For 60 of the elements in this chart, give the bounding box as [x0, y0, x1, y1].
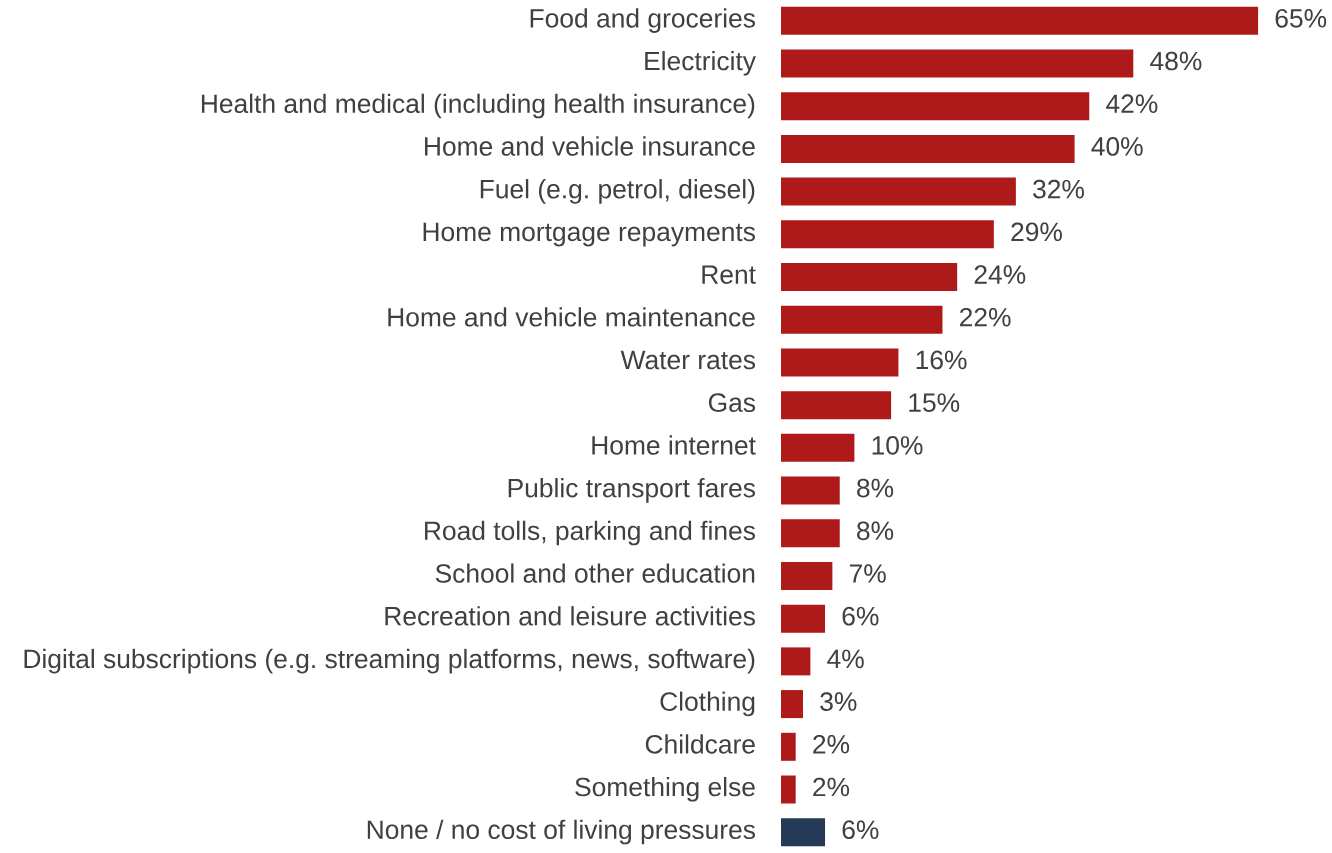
y-tick-label: Home and vehicle insurance — [425, 136, 755, 156]
data-label: 8% — [857, 478, 894, 498]
y-tick-label: Home internet — [592, 435, 756, 455]
bar — [781, 305, 943, 334]
y-tick-label: Digital subscriptions (e.g. streaming platforms, news, software) — [24, 648, 755, 674]
data-label: 22% — [960, 307, 1011, 327]
y-tick-label: Gas — [708, 393, 756, 413]
y-tick-label: Clothing — [660, 691, 755, 717]
y-tick-label: Water rates — [620, 350, 756, 370]
bar — [781, 220, 994, 249]
bar — [781, 49, 1134, 78]
bar — [781, 263, 958, 292]
data-label: 2% — [813, 734, 850, 754]
data-label: 40% — [1091, 137, 1143, 156]
y-tick-label: Childcare — [645, 734, 755, 754]
y-tick-label: School and other education — [435, 563, 755, 583]
data-label: 8% — [857, 521, 894, 541]
y-tick-label: Public transport fares — [508, 478, 756, 503]
y-tick-label: Recreation and leisure activities — [385, 606, 755, 626]
bar — [781, 177, 1016, 206]
bar — [781, 561, 833, 590]
bar — [781, 519, 840, 548]
y-tick-label: Home and vehicle maintenance — [388, 307, 755, 327]
bar — [781, 92, 1090, 121]
y-tick-label: Rent — [702, 265, 756, 284]
data-label: 3% — [820, 692, 857, 711]
data-label: 6% — [842, 820, 879, 840]
y-tick-label: None / no cost of living pressures — [367, 819, 755, 845]
data-label: 48% — [1150, 51, 1202, 71]
data-label: 65% — [1275, 8, 1327, 28]
data-label: 42% — [1106, 94, 1158, 113]
bar — [781, 476, 840, 505]
data-label: 6% — [842, 606, 879, 626]
y-tick-label: Road tolls, parking and fines — [425, 520, 755, 546]
y-tick-label: Fuel (e.g. petrol, diesel) — [480, 179, 755, 204]
bar — [781, 647, 811, 676]
bar — [781, 6, 1259, 35]
y-tick-label: Electricity — [645, 50, 756, 76]
data-label: 29% — [1011, 222, 1062, 242]
data-label: 10% — [872, 436, 923, 455]
data-label: 16% — [916, 350, 967, 370]
bar — [781, 604, 826, 633]
bar — [781, 348, 899, 377]
data-label: 24% — [974, 265, 1026, 284]
bar — [781, 391, 892, 420]
data-label: 2% — [813, 777, 850, 797]
y-tick-label: Something else — [575, 776, 755, 802]
data-label: 7% — [849, 564, 886, 583]
bar — [781, 433, 855, 462]
data-label: 4% — [827, 649, 864, 669]
y-tick-label: Food and groceries — [530, 8, 755, 33]
bar — [781, 134, 1075, 163]
data-label: 15% — [909, 393, 960, 413]
y-tick-label: Home mortgage repayments — [423, 222, 755, 247]
bar — [781, 732, 796, 761]
bar — [781, 818, 826, 847]
bar — [781, 775, 796, 804]
y-tick-label: Health and medical (including health insurance) — [201, 93, 755, 119]
bar — [781, 690, 804, 719]
data-label: 32% — [1033, 179, 1084, 199]
